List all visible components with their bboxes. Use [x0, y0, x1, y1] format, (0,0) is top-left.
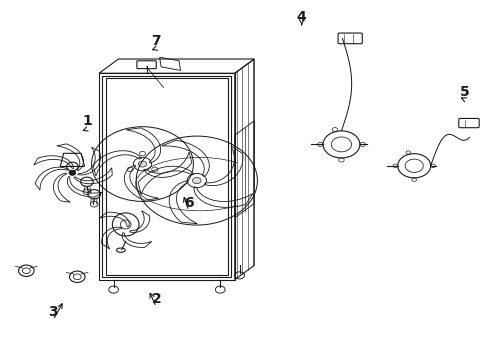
Text: 3: 3 — [48, 305, 58, 319]
Circle shape — [138, 161, 146, 167]
Circle shape — [192, 177, 201, 184]
Text: 4: 4 — [296, 10, 306, 24]
Text: 1: 1 — [82, 114, 92, 128]
Text: 6: 6 — [183, 196, 193, 210]
Text: 2: 2 — [151, 292, 161, 306]
Text: 7: 7 — [151, 33, 161, 48]
Circle shape — [69, 170, 76, 175]
Text: 5: 5 — [459, 85, 469, 99]
